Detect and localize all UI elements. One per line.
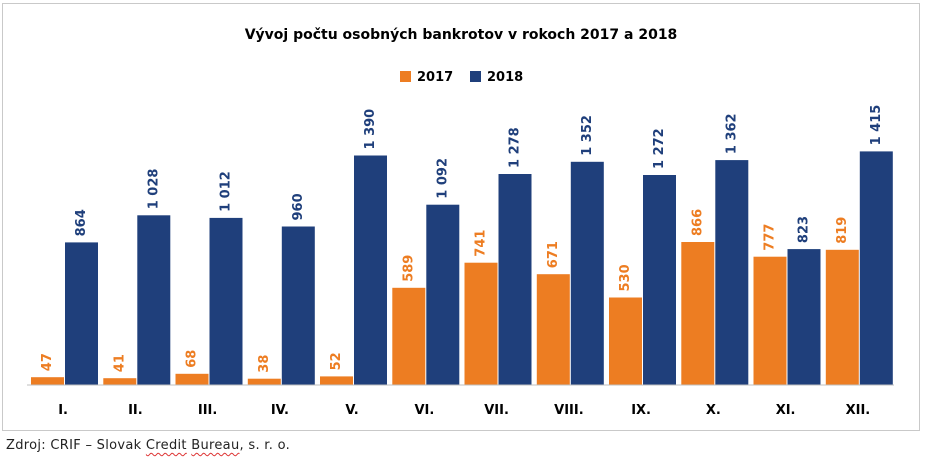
value-label-2018: 1 390 bbox=[363, 109, 378, 150]
source-word-credit: Credit bbox=[145, 438, 187, 453]
bar-2018 bbox=[787, 249, 821, 385]
bar-2017 bbox=[392, 287, 426, 385]
legend-label-2018: 2018 bbox=[487, 70, 523, 85]
value-label-2017: 38 bbox=[257, 355, 272, 373]
value-label-2018: 1 012 bbox=[219, 171, 234, 212]
bar-2018 bbox=[209, 217, 243, 385]
value-label-2017: 819 bbox=[835, 217, 850, 244]
bar-2018 bbox=[354, 155, 387, 385]
category-label: IX. bbox=[631, 403, 651, 418]
value-label-2017: 777 bbox=[763, 224, 778, 251]
value-label-2017: 47 bbox=[40, 353, 55, 371]
value-label-2017: 41 bbox=[112, 354, 127, 372]
value-label-2017: 52 bbox=[329, 352, 344, 370]
bar-2018 bbox=[426, 204, 460, 385]
category-label: VIII. bbox=[554, 403, 584, 418]
value-label-2017: 68 bbox=[185, 350, 200, 368]
bar-2017 bbox=[103, 378, 137, 385]
category-label: VI. bbox=[414, 403, 434, 418]
legend-swatch-2017 bbox=[400, 71, 411, 82]
value-label-2018: 823 bbox=[797, 216, 812, 243]
bar-2017 bbox=[609, 297, 642, 385]
value-label-2018: 1 272 bbox=[652, 128, 667, 169]
category-label: VII. bbox=[484, 403, 509, 418]
chart-frame: Vývoj počtu osobných bankrotov v rokoch … bbox=[2, 3, 920, 431]
value-label-2018: 1 352 bbox=[580, 115, 595, 156]
category-label: I. bbox=[58, 403, 68, 418]
category-labels-group: I. II. III. IV. V. VI. VII. VIII. IX. X. XI. XII. bbox=[58, 403, 870, 418]
source-word-bureau: Bureau bbox=[191, 438, 240, 453]
value-label-2017: 741 bbox=[474, 230, 489, 257]
value-label-2018: 960 bbox=[291, 193, 306, 220]
chart-title: Vývoj počtu osobných bankrotov v rokoch … bbox=[245, 27, 678, 43]
value-label-2017: 866 bbox=[690, 209, 705, 236]
bar-2017 bbox=[320, 376, 353, 385]
value-label-2018: 864 bbox=[74, 209, 89, 236]
bars-group bbox=[31, 151, 893, 385]
bar-2018 bbox=[715, 160, 749, 385]
bar-chart: Vývoj počtu osobných bankrotov v rokoch … bbox=[27, 27, 894, 418]
bar-2017 bbox=[536, 274, 570, 385]
source-note: Zdroj: CRIF – Slovak Credit Bureau, s. r… bbox=[6, 438, 290, 453]
bar-2017 bbox=[825, 249, 859, 385]
category-label: XI. bbox=[776, 403, 796, 418]
source-prefix: Zdroj: CRIF – Slovak bbox=[6, 438, 146, 453]
bar-2017 bbox=[175, 373, 209, 385]
value-label-2018: 1 362 bbox=[724, 113, 739, 154]
value-label-2018: 1 415 bbox=[869, 105, 884, 146]
category-label: XII. bbox=[846, 403, 871, 418]
bar-2018 bbox=[570, 161, 604, 385]
bar-2018 bbox=[65, 242, 98, 385]
chart-legend: 2017 2018 bbox=[400, 70, 523, 85]
category-label: III. bbox=[198, 403, 217, 418]
value-label-2017: 530 bbox=[618, 264, 633, 291]
category-label: V. bbox=[345, 403, 358, 418]
value-labels-group: 47 864 41 1 028 68 1 012 38 960 52 1 390 589 1 092 7… bbox=[40, 105, 884, 373]
bar-2017 bbox=[753, 256, 787, 385]
legend-swatch-2018 bbox=[470, 71, 481, 82]
category-label: IV. bbox=[271, 403, 289, 418]
bar-2017 bbox=[247, 378, 281, 385]
bar-2018 bbox=[643, 175, 676, 385]
bar-2018 bbox=[137, 215, 171, 385]
legend-label-2017: 2017 bbox=[417, 70, 453, 85]
bar-2018 bbox=[859, 151, 893, 385]
bar-2017 bbox=[464, 262, 498, 385]
bar-2018 bbox=[281, 226, 315, 385]
value-label-2018: 1 028 bbox=[146, 169, 161, 210]
value-label-2017: 589 bbox=[401, 255, 416, 282]
bar-2017 bbox=[31, 377, 64, 385]
value-label-2018: 1 278 bbox=[508, 127, 523, 168]
value-label-2018: 1 092 bbox=[435, 158, 450, 199]
value-label-2017: 671 bbox=[546, 241, 561, 268]
category-label: X. bbox=[706, 403, 721, 418]
bar-2018 bbox=[498, 174, 532, 385]
source-suffix: , s. r. o. bbox=[239, 438, 291, 453]
category-label: II. bbox=[128, 403, 143, 418]
bar-2017 bbox=[681, 242, 715, 385]
